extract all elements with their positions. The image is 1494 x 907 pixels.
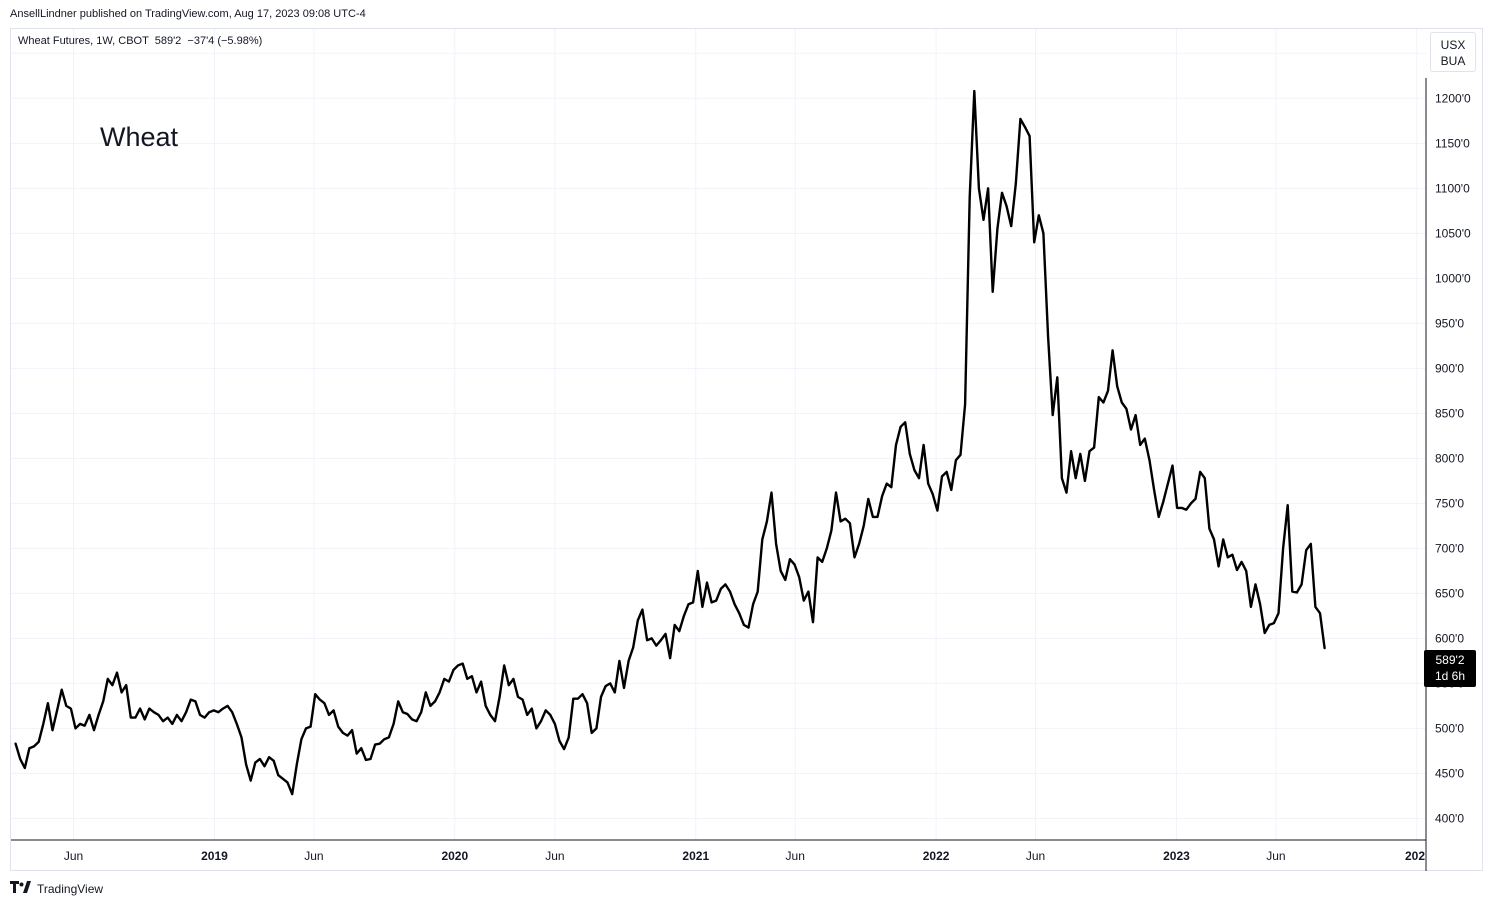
tradingview-logo-icon <box>10 881 32 896</box>
y-tick-label: 1150'0 <box>1435 136 1470 150</box>
y-tick-label: 1050'0 <box>1435 226 1471 240</box>
x-tick-label: 2022 <box>923 849 950 863</box>
publisher-line: AnsellLindner published on TradingView.c… <box>10 8 366 20</box>
unit-selector[interactable]: USX BUA <box>1430 32 1476 72</box>
y-tick-label: 750'0 <box>1435 496 1464 510</box>
x-tick-label: Jun <box>64 849 83 863</box>
y-axis: 400'0450'0500'0550'0600'0650'0700'0750'0… <box>1425 46 1471 871</box>
y-tick-label: 950'0 <box>1435 316 1464 330</box>
y-tick-label: 1000'0 <box>1435 271 1471 285</box>
x-axis: Jun 2019 Jun 2020 Jun 2021 Jun 2022 Jun 2023 Jun 20… <box>11 839 1426 863</box>
unit-line-1: USX <box>1440 38 1466 52</box>
x-tick-label: 2020 <box>441 849 468 863</box>
last-price-tag: 589'2 1d 6h <box>1424 650 1476 687</box>
x-tick-label: 2019 <box>201 849 228 863</box>
y-tick-label: 800'0 <box>1435 451 1464 465</box>
chart-annotation: Wheat <box>100 122 179 152</box>
x-tick-label: Jun <box>1266 849 1285 863</box>
x-tick-label: 2021 <box>682 849 709 863</box>
y-tick-label: 850'0 <box>1435 406 1464 420</box>
series-layer <box>14 89 1326 796</box>
x-tick-label: Jun <box>545 849 564 863</box>
y-tick-label: 400'0 <box>1435 811 1464 825</box>
y-tick-label: 650'0 <box>1435 586 1464 600</box>
unit-line-2: BUA <box>1440 54 1466 68</box>
symbol-info[interactable]: Wheat Futures, 1W, CBOT 589'2 −37'4 (−5.… <box>18 35 263 47</box>
y-tick-label: 450'0 <box>1435 766 1464 780</box>
y-tick-label: 1200'0 <box>1435 91 1471 105</box>
x-tick-label: Jun <box>786 849 805 863</box>
last-price-value: 589'2 <box>1435 653 1465 667</box>
x-tick-label: Jun <box>304 849 323 863</box>
grid-lines <box>11 29 1426 840</box>
footer-brand[interactable]: TradingView <box>10 881 103 896</box>
y-tick-label: 700'0 <box>1435 541 1464 555</box>
series-line <box>14 89 1326 796</box>
x-tick-label: 2023 <box>1163 849 1190 863</box>
y-tick-label: 500'0 <box>1435 721 1464 735</box>
y-tick-label: 600'0 <box>1435 631 1464 645</box>
bar-countdown: 1d 6h <box>1434 669 1466 683</box>
footer-brand-label: TradingView <box>37 881 104 896</box>
x-tick-label: Jun <box>1026 849 1045 863</box>
y-tick-label: 900'0 <box>1435 361 1464 375</box>
x-tick-label: 202 <box>1405 849 1425 863</box>
chart-frame <box>10 28 1483 871</box>
y-tick-label: 1100'0 <box>1435 181 1470 195</box>
